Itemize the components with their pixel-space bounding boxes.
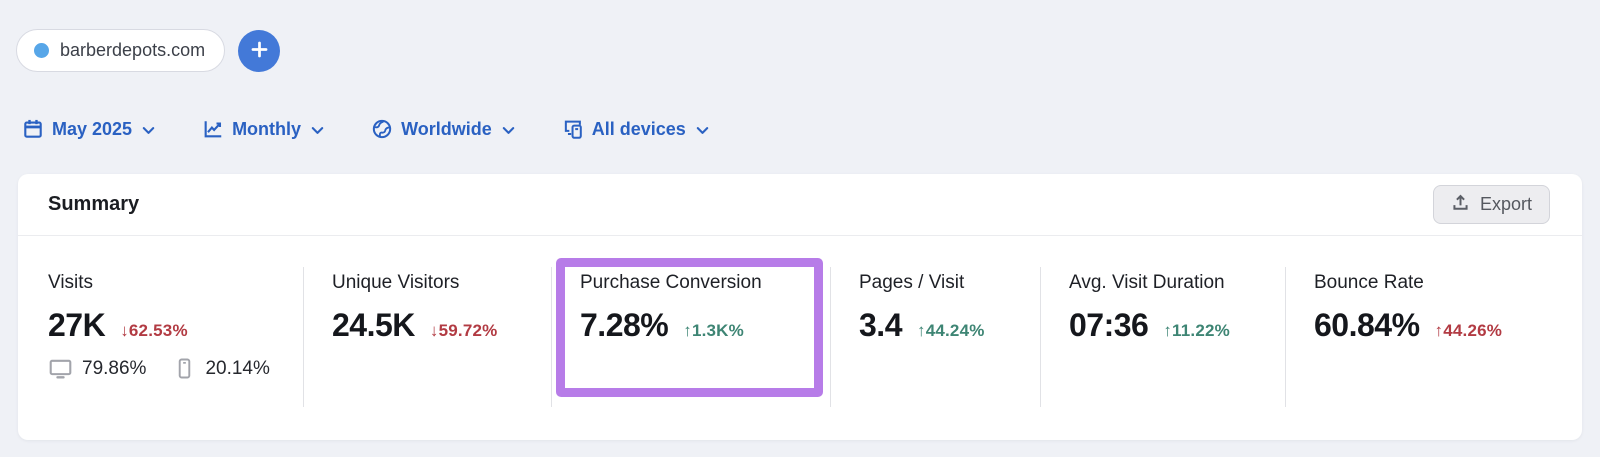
metric-change: ↑1.3K% xyxy=(683,321,744,340)
metric-purchase-conversion: Purchase Conversion 7.28% ↑1.3K% xyxy=(551,267,830,407)
metric-label: Purchase Conversion xyxy=(580,272,762,293)
location-filter-label: Worldwide xyxy=(401,118,492,139)
domain-color-dot xyxy=(34,43,49,58)
globe-icon xyxy=(371,118,393,140)
filter-bar: May 2025 Monthly Worldwide xyxy=(22,118,710,140)
metric-label: Visits xyxy=(48,272,94,293)
metric-value: 27K xyxy=(48,307,106,343)
metric-label: Unique Visitors xyxy=(332,272,460,293)
summary-card: Summary Export Visits 27K ↓62.53% xyxy=(18,174,1582,440)
calendar-icon xyxy=(22,118,44,140)
metric-value: 3.4 xyxy=(859,307,902,343)
metric-label: Bounce Rate xyxy=(1314,272,1424,293)
date-filter-label: May 2025 xyxy=(52,118,133,139)
metric-change: ↑44.24% xyxy=(916,321,985,340)
metric-change: ↓59.72% xyxy=(429,321,498,340)
devices-filter[interactable]: All devices xyxy=(562,118,710,140)
export-button-label: Export xyxy=(1479,194,1532,214)
desktop-icon xyxy=(48,356,73,381)
chevron-down-icon xyxy=(141,123,156,138)
chevron-down-icon xyxy=(310,123,325,138)
devices-filter-label: All devices xyxy=(591,118,686,139)
chevron-down-icon xyxy=(695,123,710,138)
metric-label: Avg. Visit Duration xyxy=(1069,272,1225,293)
metric-change: ↑11.22% xyxy=(1163,321,1230,340)
domain-chip-label: barberdepots.com xyxy=(60,40,206,60)
date-filter[interactable]: May 2025 xyxy=(22,118,156,140)
location-filter[interactable]: Worldwide xyxy=(371,118,516,140)
metric-label: Pages / Visit xyxy=(859,272,965,293)
plus-icon xyxy=(250,40,269,62)
metrics-row: Visits 27K ↓62.53% 79.86% xyxy=(18,236,1582,439)
mobile-icon xyxy=(173,357,196,380)
domain-chip[interactable]: barberdepots.com xyxy=(16,29,226,72)
device-split-row: 79.86% 20.14% xyxy=(48,356,303,381)
granularity-filter[interactable]: Monthly xyxy=(202,118,325,140)
devices-icon xyxy=(562,118,584,140)
metric-pages-per-visit: Pages / Visit 3.4 ↑44.24% xyxy=(830,267,1040,407)
metric-change: ↓62.53% xyxy=(120,321,188,340)
domain-chip-row: barberdepots.com xyxy=(16,29,281,72)
export-button[interactable]: Export xyxy=(1432,185,1550,224)
export-upload-icon xyxy=(1451,193,1470,217)
summary-title: Summary xyxy=(48,193,140,215)
mobile-share: 20.14% xyxy=(205,357,270,379)
summary-card-header: Summary Export xyxy=(18,174,1582,236)
desktop-share: 79.86% xyxy=(82,357,147,379)
metric-visits: Visits 27K ↓62.53% 79.86% xyxy=(48,267,303,407)
metric-value: 07:36 xyxy=(1069,307,1149,343)
metric-bounce-rate: Bounce Rate 60.84% ↑44.26% xyxy=(1285,267,1582,407)
chevron-down-icon xyxy=(501,123,516,138)
line-chart-icon xyxy=(202,118,224,140)
granularity-filter-label: Monthly xyxy=(232,118,302,139)
metric-unique-visitors: Unique Visitors 24.5K ↓59.72% xyxy=(303,267,551,407)
metric-value: 24.5K xyxy=(332,307,415,343)
metric-value: 60.84% xyxy=(1314,307,1420,343)
add-domain-button[interactable] xyxy=(238,29,281,72)
metric-change: ↑44.26% xyxy=(1434,321,1503,340)
metric-value: 7.28% xyxy=(580,307,669,343)
metric-avg-visit-duration: Avg. Visit Duration 07:36 ↑11.22% xyxy=(1040,267,1285,407)
